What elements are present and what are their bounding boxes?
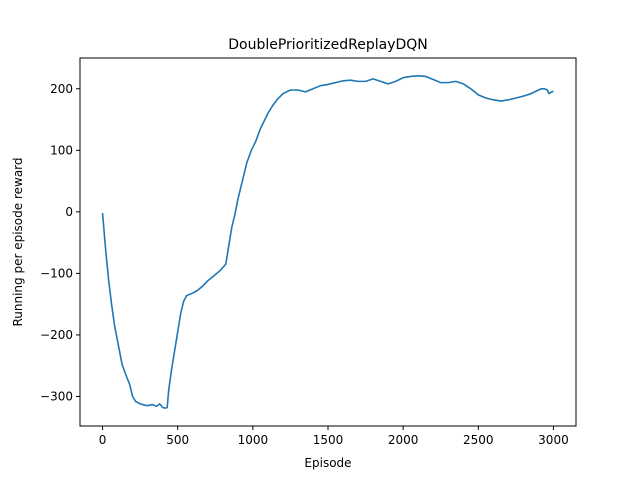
x-tick-label: 500 (166, 433, 189, 447)
y-tick-label: −300 (40, 389, 73, 403)
x-axis: 0 500 1000 1500 2000 2500 3000 (99, 426, 569, 447)
x-axis-label: Episode (304, 456, 351, 470)
y-tick-label: −200 (40, 328, 73, 342)
x-tick-label: 3000 (538, 433, 569, 447)
plot-area-frame (79, 57, 577, 427)
y-tick-label: 0 (65, 205, 73, 219)
x-tick-label: 2500 (463, 433, 494, 447)
x-tick-label: 1000 (238, 433, 269, 447)
y-axis: −300 −200 −100 0 100 200 (40, 82, 80, 403)
x-tick-label: 2000 (388, 433, 419, 447)
y-tick-label: 100 (50, 143, 73, 157)
x-tick-label: 1500 (313, 433, 344, 447)
series-line (101, 75, 554, 409)
y-tick-label: 200 (50, 82, 73, 96)
y-axis-label: Running per episode reward (11, 157, 25, 326)
chart-title: DoublePrioritizedReplayDQN (228, 37, 428, 53)
y-tick-label: −100 (40, 266, 73, 280)
x-tick-label: 0 (99, 433, 107, 447)
